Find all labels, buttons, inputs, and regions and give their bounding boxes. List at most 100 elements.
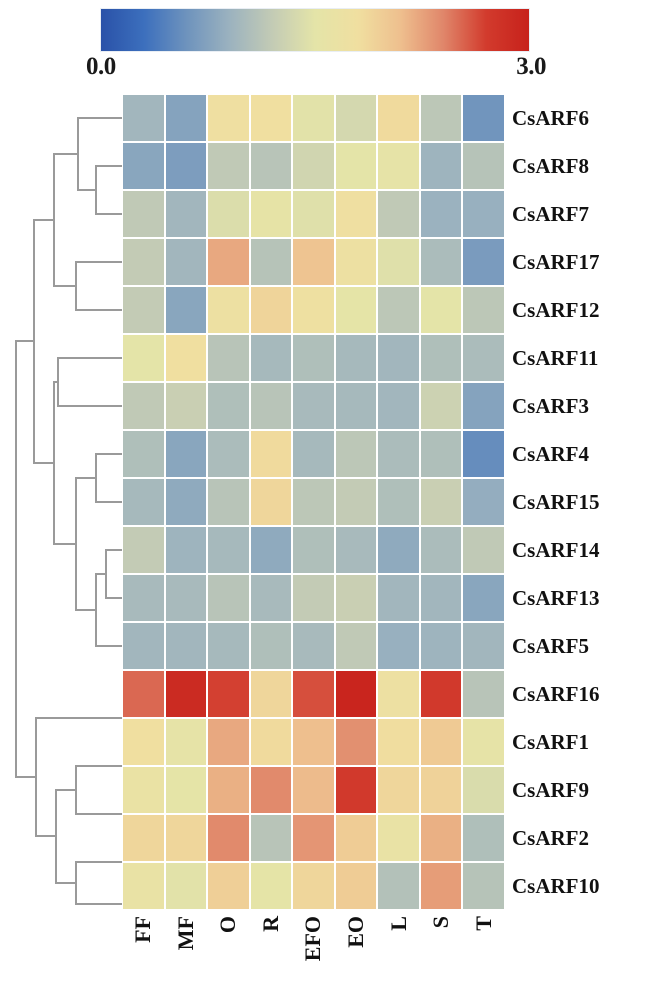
dendro-link-g-arf5: [95, 573, 122, 647]
colorbar-gradient: [100, 8, 530, 52]
dendro-link-l-m: [55, 789, 76, 884]
heatmap-cell: [122, 862, 165, 910]
heatmap-cell: [207, 190, 250, 238]
heatmap-cell: [334, 814, 378, 862]
heatmap-cell: [164, 574, 208, 622]
heatmap-cell: [207, 286, 250, 334]
heatmap-cell: [419, 478, 463, 526]
heatmap-cell: [292, 862, 335, 910]
heatmap-cell: [164, 238, 208, 286]
heatmap-cell: [122, 430, 165, 478]
column-label-cell: T: [462, 912, 505, 998]
heatmap-cell: [292, 238, 335, 286]
heatmap-cell: [377, 382, 420, 430]
heatmap-cell: [419, 238, 463, 286]
row-label-csarf9: CsARF9: [512, 777, 589, 802]
heatmap-cell: [249, 622, 293, 670]
heatmap-cell: [164, 766, 208, 814]
heatmap-cell: [462, 478, 505, 526]
row-label-csarf8: CsARF8: [512, 153, 589, 178]
heatmap-cell: [122, 718, 165, 766]
heatmap-cell: [292, 382, 335, 430]
heatmap-cell: [249, 142, 293, 190]
heatmap-cell: [377, 286, 420, 334]
heatmap-cell: [292, 142, 335, 190]
column-label-cell: EO: [335, 912, 378, 998]
heatmap-cell: [207, 670, 250, 718]
heatmap-cell: [249, 862, 293, 910]
heatmap-cell: [334, 142, 378, 190]
heatmap-cell: [377, 766, 420, 814]
heatmap-cell: [164, 430, 208, 478]
heatmap-cell: [377, 478, 420, 526]
heatmap-cell: [122, 190, 165, 238]
heatmap-cell: [377, 622, 420, 670]
heatmap-cell: [419, 286, 463, 334]
heatmap-cell: [249, 670, 293, 718]
heatmap-cell: [249, 286, 293, 334]
colorbar-max-label: 3.0: [516, 53, 546, 80]
heatmap-cell: [377, 862, 420, 910]
heatmap-cell: [207, 94, 250, 142]
heatmap-cell: [122, 142, 165, 190]
heatmap-cell: [122, 478, 165, 526]
heatmap-cell: [334, 334, 378, 382]
heatmap-cell: [377, 526, 420, 574]
row-label-csarf10: CsARF10: [512, 873, 600, 898]
heatmap-cell: [292, 478, 335, 526]
heatmap-cell: [462, 526, 505, 574]
heatmap-cell: [462, 574, 505, 622]
heatmap-cell: [377, 238, 420, 286]
heatmap-cell: [207, 526, 250, 574]
heatmap-cell: [334, 286, 378, 334]
heatmap-cell: [462, 190, 505, 238]
heatmap-cell: [377, 94, 420, 142]
row-label-csarf13: CsARF13: [512, 585, 600, 610]
heatmap-cell: [207, 622, 250, 670]
heatmap-cell: [419, 142, 463, 190]
column-label-t: T: [470, 916, 496, 931]
heatmap-cell: [419, 766, 463, 814]
heatmap-cell: [377, 670, 420, 718]
heatmap-grid: [122, 94, 505, 910]
heatmap-cell: [419, 334, 463, 382]
column-label-cell: L: [377, 912, 420, 998]
heatmap-cell: [207, 814, 250, 862]
heatmap-cell: [249, 190, 293, 238]
dendro-link-arf1-arf9: [75, 765, 122, 815]
heatmap-cell: [249, 478, 293, 526]
dendro-link-arf17-arf12: [75, 261, 122, 311]
row-label-csarf6: CsARF6: [512, 105, 589, 130]
heatmap-cell: [122, 670, 165, 718]
heatmap-cell: [164, 334, 208, 382]
column-label-o: O: [215, 916, 241, 934]
dendro-link-f-h: [75, 477, 96, 611]
column-label-eo: EO: [343, 916, 369, 948]
heatmap-cell: [462, 430, 505, 478]
heatmap-cell: [419, 718, 463, 766]
heatmap-cell: [377, 574, 420, 622]
heatmap-cell: [419, 382, 463, 430]
heatmap-cell: [207, 478, 250, 526]
heatmap-cell: [122, 574, 165, 622]
heatmap-cell: [249, 766, 293, 814]
dendro-link-arf4-arf15: [95, 453, 122, 503]
dendro-link-root: [15, 340, 36, 778]
heatmap-cell: [292, 814, 335, 862]
heatmap-cell: [164, 718, 208, 766]
colorbar-min-label: 0.0: [86, 53, 116, 80]
heatmap-cell: [249, 814, 293, 862]
heatmap-cell: [164, 142, 208, 190]
heatmap-cell: [462, 286, 505, 334]
heatmap-cell: [292, 286, 335, 334]
heatmap-cell: [122, 238, 165, 286]
heatmap-cell: [419, 670, 463, 718]
heatmap-cell: [462, 94, 505, 142]
column-label-l: L: [385, 916, 411, 931]
dendro-link-arf8-arf7: [95, 165, 122, 215]
heatmap-cell: [462, 382, 505, 430]
row-label-csarf16: CsARF16: [512, 681, 600, 706]
column-label-cell: MF: [165, 912, 208, 998]
heatmap-cell: [419, 430, 463, 478]
